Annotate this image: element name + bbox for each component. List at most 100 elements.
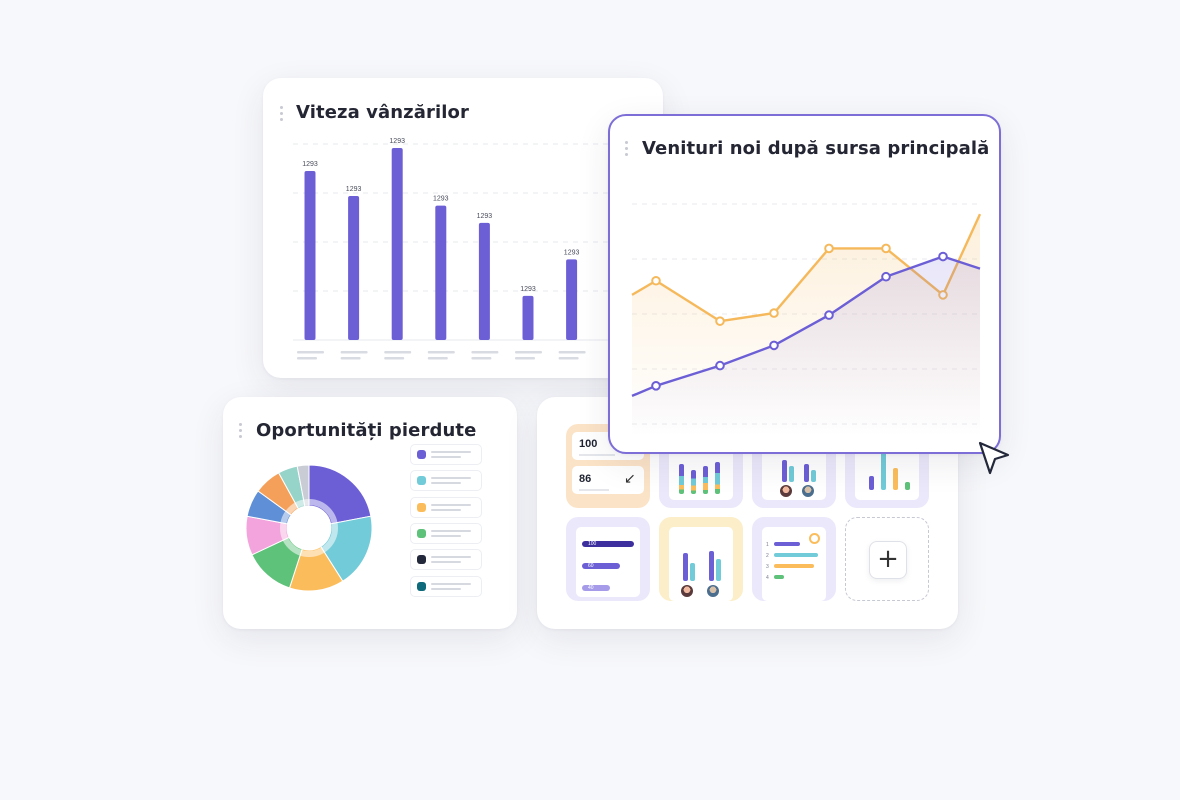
drag-handle-icon[interactable] [239,423,243,441]
donut-inner-ring [280,499,338,557]
add-widget-button[interactable]: + [869,541,907,579]
mini-hbar: 40 [582,585,610,591]
legend-text-placeholder [431,503,471,506]
data-point[interactable] [715,316,725,326]
data-point[interactable] [824,243,834,254]
comparison-columns-widget-tile[interactable] [659,517,743,601]
sales-speed-card[interactable]: Viteza vânzărilor 1293 1293 1293 1293 1293 12… [263,78,663,378]
legend-text-placeholder [431,534,461,537]
mini-bar [881,450,886,490]
legend-text-placeholder [431,477,471,480]
x-tick-placeholder [471,357,492,360]
legend-swatch [417,450,426,459]
legend-text-placeholder [431,529,471,532]
lost-opportunities-title: Oportunități pierdute [256,420,477,441]
data-point[interactable] [824,310,834,320]
data-point[interactable] [651,275,661,286]
x-tick-placeholder [471,351,499,354]
mini-bar [789,466,794,482]
mini-hbar [774,575,784,579]
mini-bar [716,559,721,581]
mini-hbar-label: 40 [588,585,594,591]
legend-item[interactable] [410,575,482,597]
legend-text-placeholder [431,482,461,485]
legend-item[interactable] [410,549,482,571]
data-point[interactable] [769,340,779,351]
drag-handle-icon[interactable] [625,141,629,159]
legend-swatch [417,581,426,591]
kpi-bottom-value: 86 [579,473,592,485]
bar-value-label: 1293 [346,186,362,193]
x-tick-placeholder [427,357,448,360]
legend-text-placeholder [431,556,471,559]
ranked-list-card: 1 2 3 4 [762,527,826,601]
bar-value-label: 1293 [477,213,493,220]
mini-bar [709,551,714,581]
mini-bar [683,553,688,581]
bar[interactable] [566,259,578,340]
mini-bar [804,464,809,482]
new-revenue-line-chart [631,203,982,436]
pie-slice[interactable] [308,464,372,525]
mini-bar [782,460,787,482]
legend-item[interactable] [410,496,482,518]
bar[interactable] [348,196,360,340]
mini-hbar-label: 60 [588,563,594,569]
avatar [802,485,814,497]
horizontal-bars-card: 100 60 40 [576,527,640,597]
bar-value-label: 1293 [433,196,449,203]
bar-value-label: 1293 [520,286,536,293]
legend-item[interactable] [410,444,482,465]
avatar [681,585,693,597]
bar[interactable] [304,171,316,340]
ranked-list-widget-tile[interactable]: 1 2 3 4 [752,517,836,601]
mini-stack-bar [703,466,708,494]
drag-handle-icon[interactable] [280,106,284,124]
legend-text-placeholder [431,587,461,590]
data-point[interactable] [769,308,779,318]
mini-rank: 3 [766,564,769,570]
mini-stack-bar [679,464,684,494]
mini-bar [893,468,898,490]
bar[interactable] [391,148,403,340]
legend-text-placeholder [431,451,471,453]
legend-text-placeholder [431,456,461,458]
mini-bar [811,470,816,482]
data-point[interactable] [938,251,948,262]
mini-stack-bar [715,462,720,494]
series-line[interactable] [631,255,981,398]
x-tick-placeholder [558,357,579,360]
bar[interactable] [478,222,490,340]
x-tick-placeholder [297,351,324,354]
add-widget-tile[interactable]: + [845,517,929,601]
legend-swatch [417,476,426,486]
bar[interactable] [435,205,447,340]
x-tick-placeholder [558,351,586,354]
new-revenue-title: Venituri noi după sursa principală [642,138,990,159]
mini-hbar: 100 [582,541,634,547]
mini-hbar [774,564,814,568]
data-point[interactable] [651,381,661,391]
legend-item[interactable] [410,522,482,544]
bar-value-label: 1293 [302,161,318,168]
bar[interactable] [522,295,534,340]
x-tick-placeholder [384,351,412,354]
legend-item[interactable] [410,470,482,492]
data-point[interactable] [881,271,891,282]
avatar [707,585,719,597]
x-tick-placeholder [340,357,361,360]
lost-opportunities-card[interactable]: Oportunități pierdute [223,397,517,629]
x-tick-placeholder [515,351,542,354]
data-point[interactable] [715,360,725,371]
arrow-down-left-icon: ↙ [624,470,636,486]
pie-slice[interactable] [296,464,310,507]
horizontal-bars-widget-tile[interactable]: 100 60 40 [566,517,650,601]
sales-speed-title: Viteza vânzărilor [296,102,469,123]
series-area [632,256,980,436]
x-tick-placeholder [515,357,535,360]
mini-rank: 2 [766,553,769,559]
mini-bar [905,482,910,490]
data-point[interactable] [881,243,891,254]
new-revenue-card[interactable]: Venituri noi după sursa principală [608,114,1001,454]
legend-text-placeholder [431,561,461,564]
